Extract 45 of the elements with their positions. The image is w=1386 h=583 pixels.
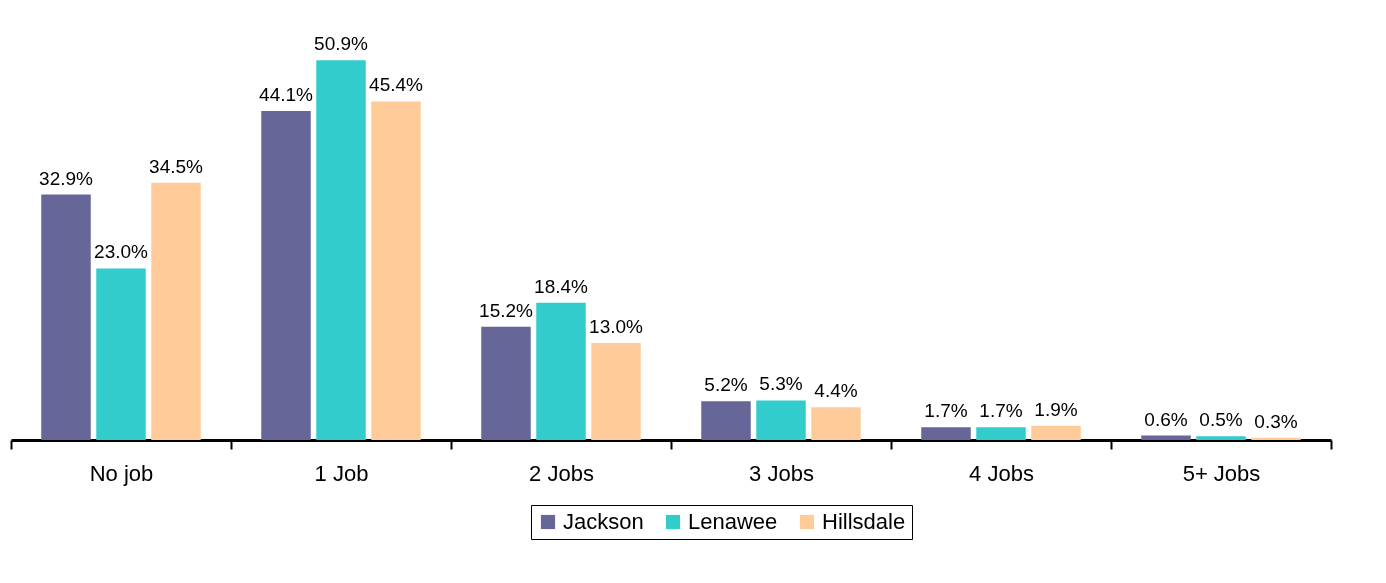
data-label: 1.7%: [924, 400, 968, 422]
bar: [41, 194, 91, 440]
data-label: 5.2%: [704, 374, 748, 396]
bar: [96, 268, 146, 440]
bar: [1031, 425, 1081, 440]
data-label: 15.2%: [479, 299, 534, 321]
data-label: 44.1%: [259, 84, 314, 106]
bar: [371, 101, 421, 440]
data-label: 4.4%: [814, 380, 858, 402]
bar: [151, 182, 201, 440]
bar: [756, 400, 806, 440]
bar: [701, 401, 751, 440]
bar: [1141, 435, 1191, 440]
bar: [976, 427, 1026, 440]
data-label: 0.5%: [1199, 409, 1243, 431]
data-label: 5.3%: [759, 373, 803, 395]
bar: [481, 326, 531, 440]
data-label: 1.7%: [979, 400, 1023, 422]
data-label: 13.0%: [589, 316, 644, 338]
data-label: 0.6%: [1144, 408, 1188, 430]
legend-label: Jackson: [563, 509, 644, 534]
x-tick-label: 2 Jobs: [529, 460, 594, 486]
bar: [591, 343, 641, 440]
data-label: 32.9%: [39, 167, 94, 189]
x-tick-label: 1 Job: [314, 460, 369, 486]
legend-label: Hillsdale: [822, 509, 906, 534]
data-label: 34.5%: [149, 155, 204, 177]
data-label: 18.4%: [534, 275, 589, 297]
bar: [261, 111, 311, 440]
bar: [1251, 437, 1301, 440]
bar: [536, 302, 586, 440]
x-tick-label: 5+ Jobs: [1182, 460, 1261, 486]
bar: [1196, 436, 1246, 440]
x-tick-label: 4 Jobs: [969, 460, 1034, 486]
data-label: 23.0%: [94, 241, 149, 263]
data-label: 50.9%: [314, 33, 369, 55]
bar: [811, 407, 861, 440]
bar: [921, 427, 971, 440]
legend-label: Lenawee: [688, 509, 778, 534]
data-label: 1.9%: [1034, 398, 1078, 420]
data-label: 45.4%: [369, 74, 424, 96]
bar: [316, 60, 366, 440]
x-tick-label: No job: [89, 460, 154, 486]
x-tick-label: 3 Jobs: [749, 460, 814, 486]
data-label: 0.3%: [1254, 410, 1298, 432]
